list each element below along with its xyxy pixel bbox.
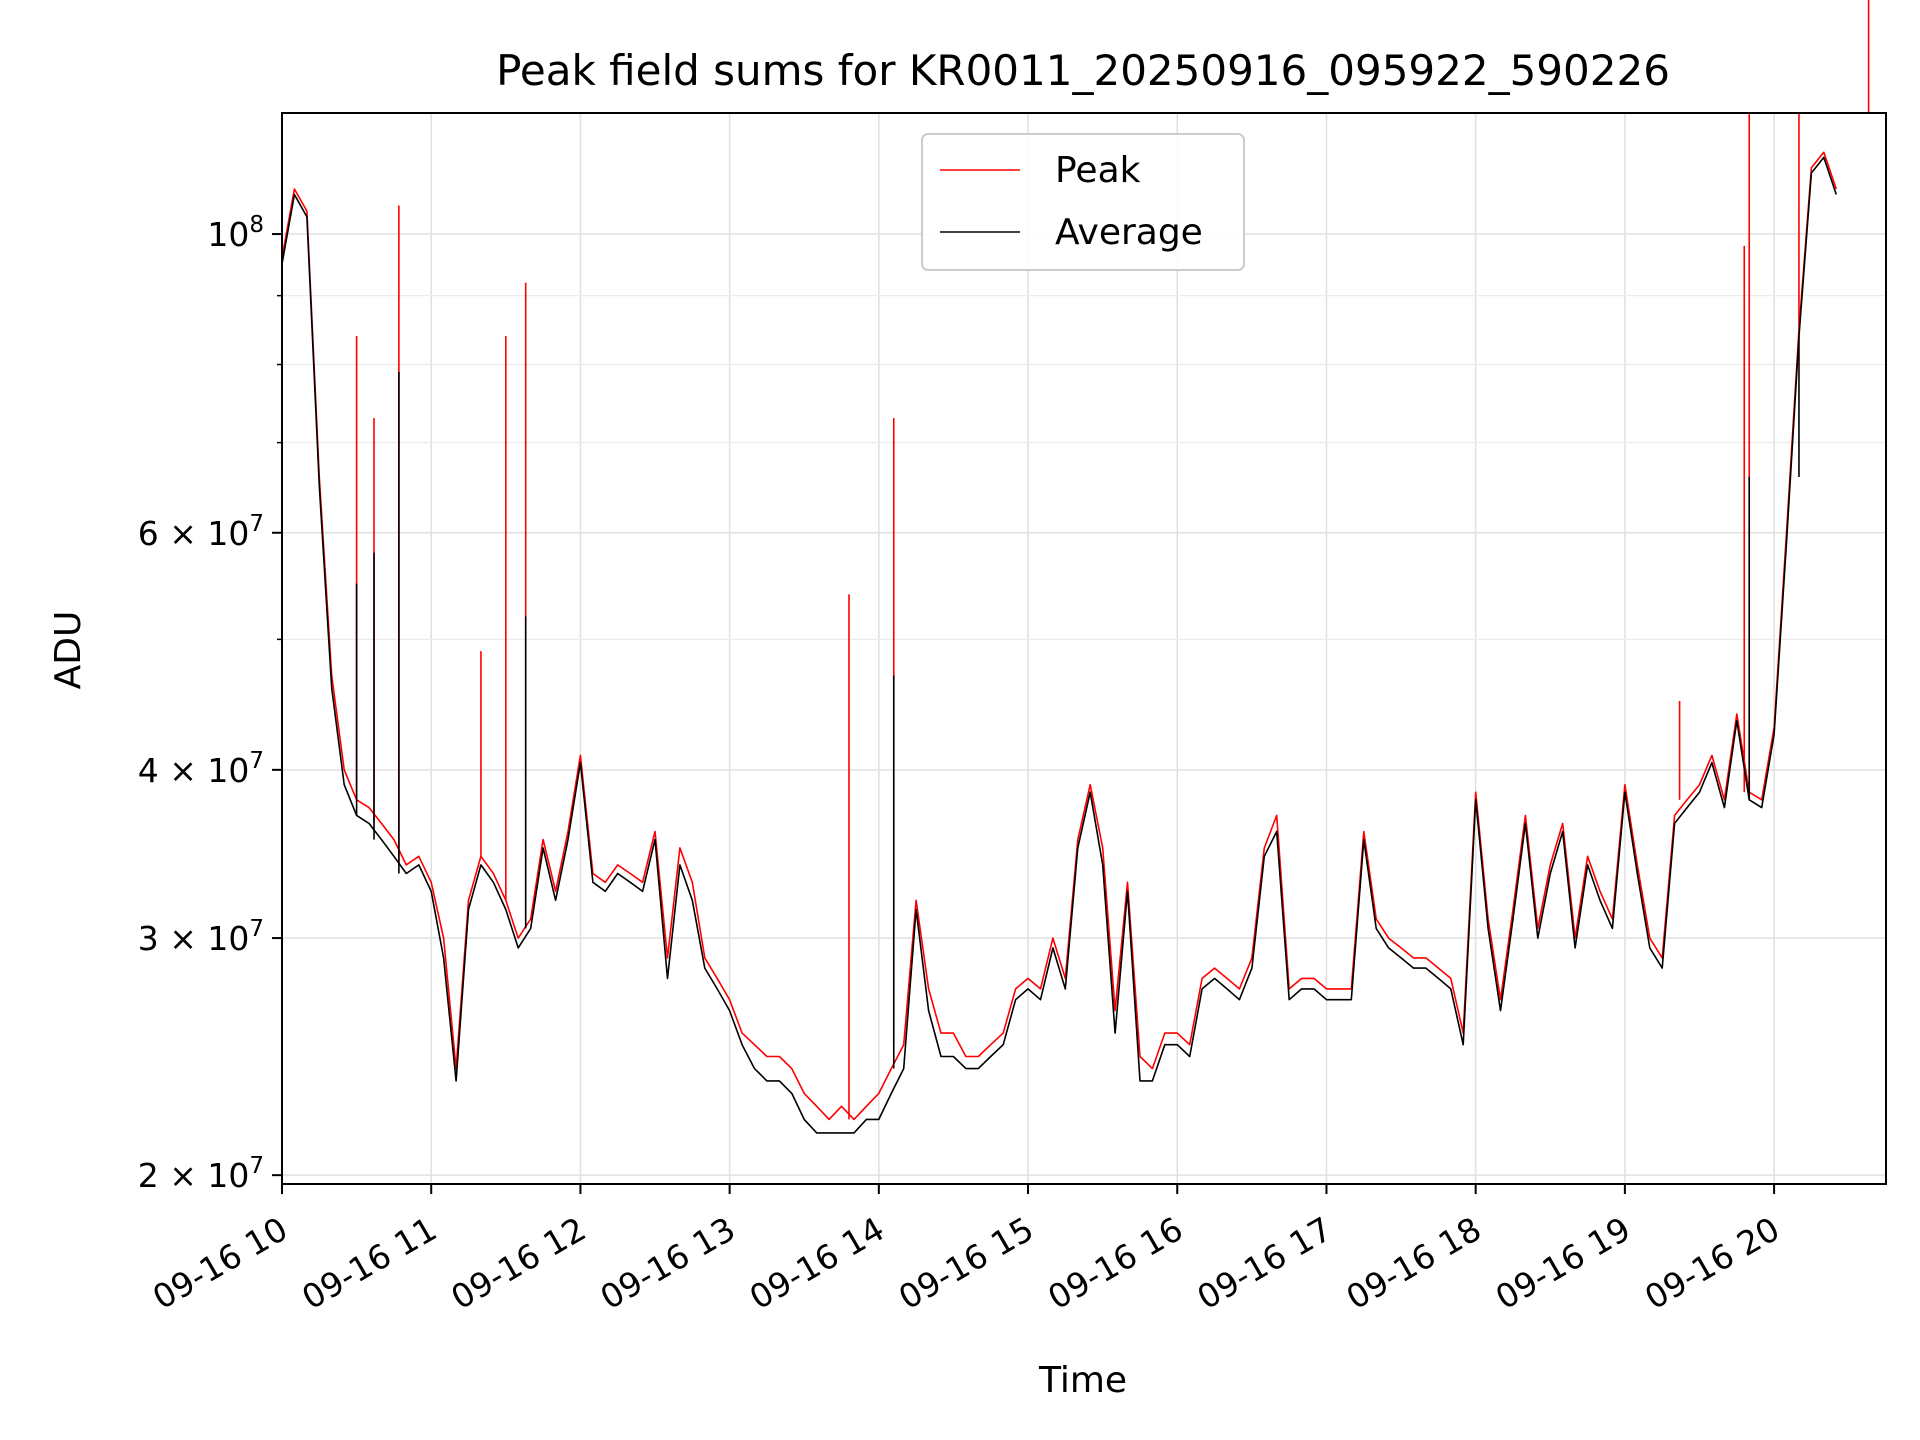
y-tick-label: 108 — [207, 212, 264, 254]
y-tick-label: 4 × 107 — [138, 748, 264, 790]
plot-series — [281, 0, 1870, 1134]
plot-frame — [281, 112, 1887, 1185]
x-axis-label: Time — [1038, 1360, 1127, 1401]
grid-lines — [281, 113, 1886, 1184]
y-axis-ticks: 2 × 107 3 × 107 4 × 107 6 × 107 108 — [138, 212, 282, 1195]
legend-box — [921, 133, 1245, 271]
legend: Peak Average — [921, 133, 1245, 271]
y-tick-label: 6 × 107 — [138, 511, 264, 553]
y-tick-label: 3 × 107 — [138, 916, 264, 958]
y-tick-label: 2 × 107 — [138, 1153, 264, 1195]
chart-title: Peak field sums for KR0011_20250916_0959… — [496, 46, 1670, 95]
average-series-line — [281, 156, 1838, 1134]
peak-series-line — [281, 151, 1838, 1121]
legend-peak-label: Peak — [1055, 150, 1141, 191]
legend-average-label: Average — [1055, 212, 1203, 253]
y-axis-label: ADU — [48, 611, 89, 690]
